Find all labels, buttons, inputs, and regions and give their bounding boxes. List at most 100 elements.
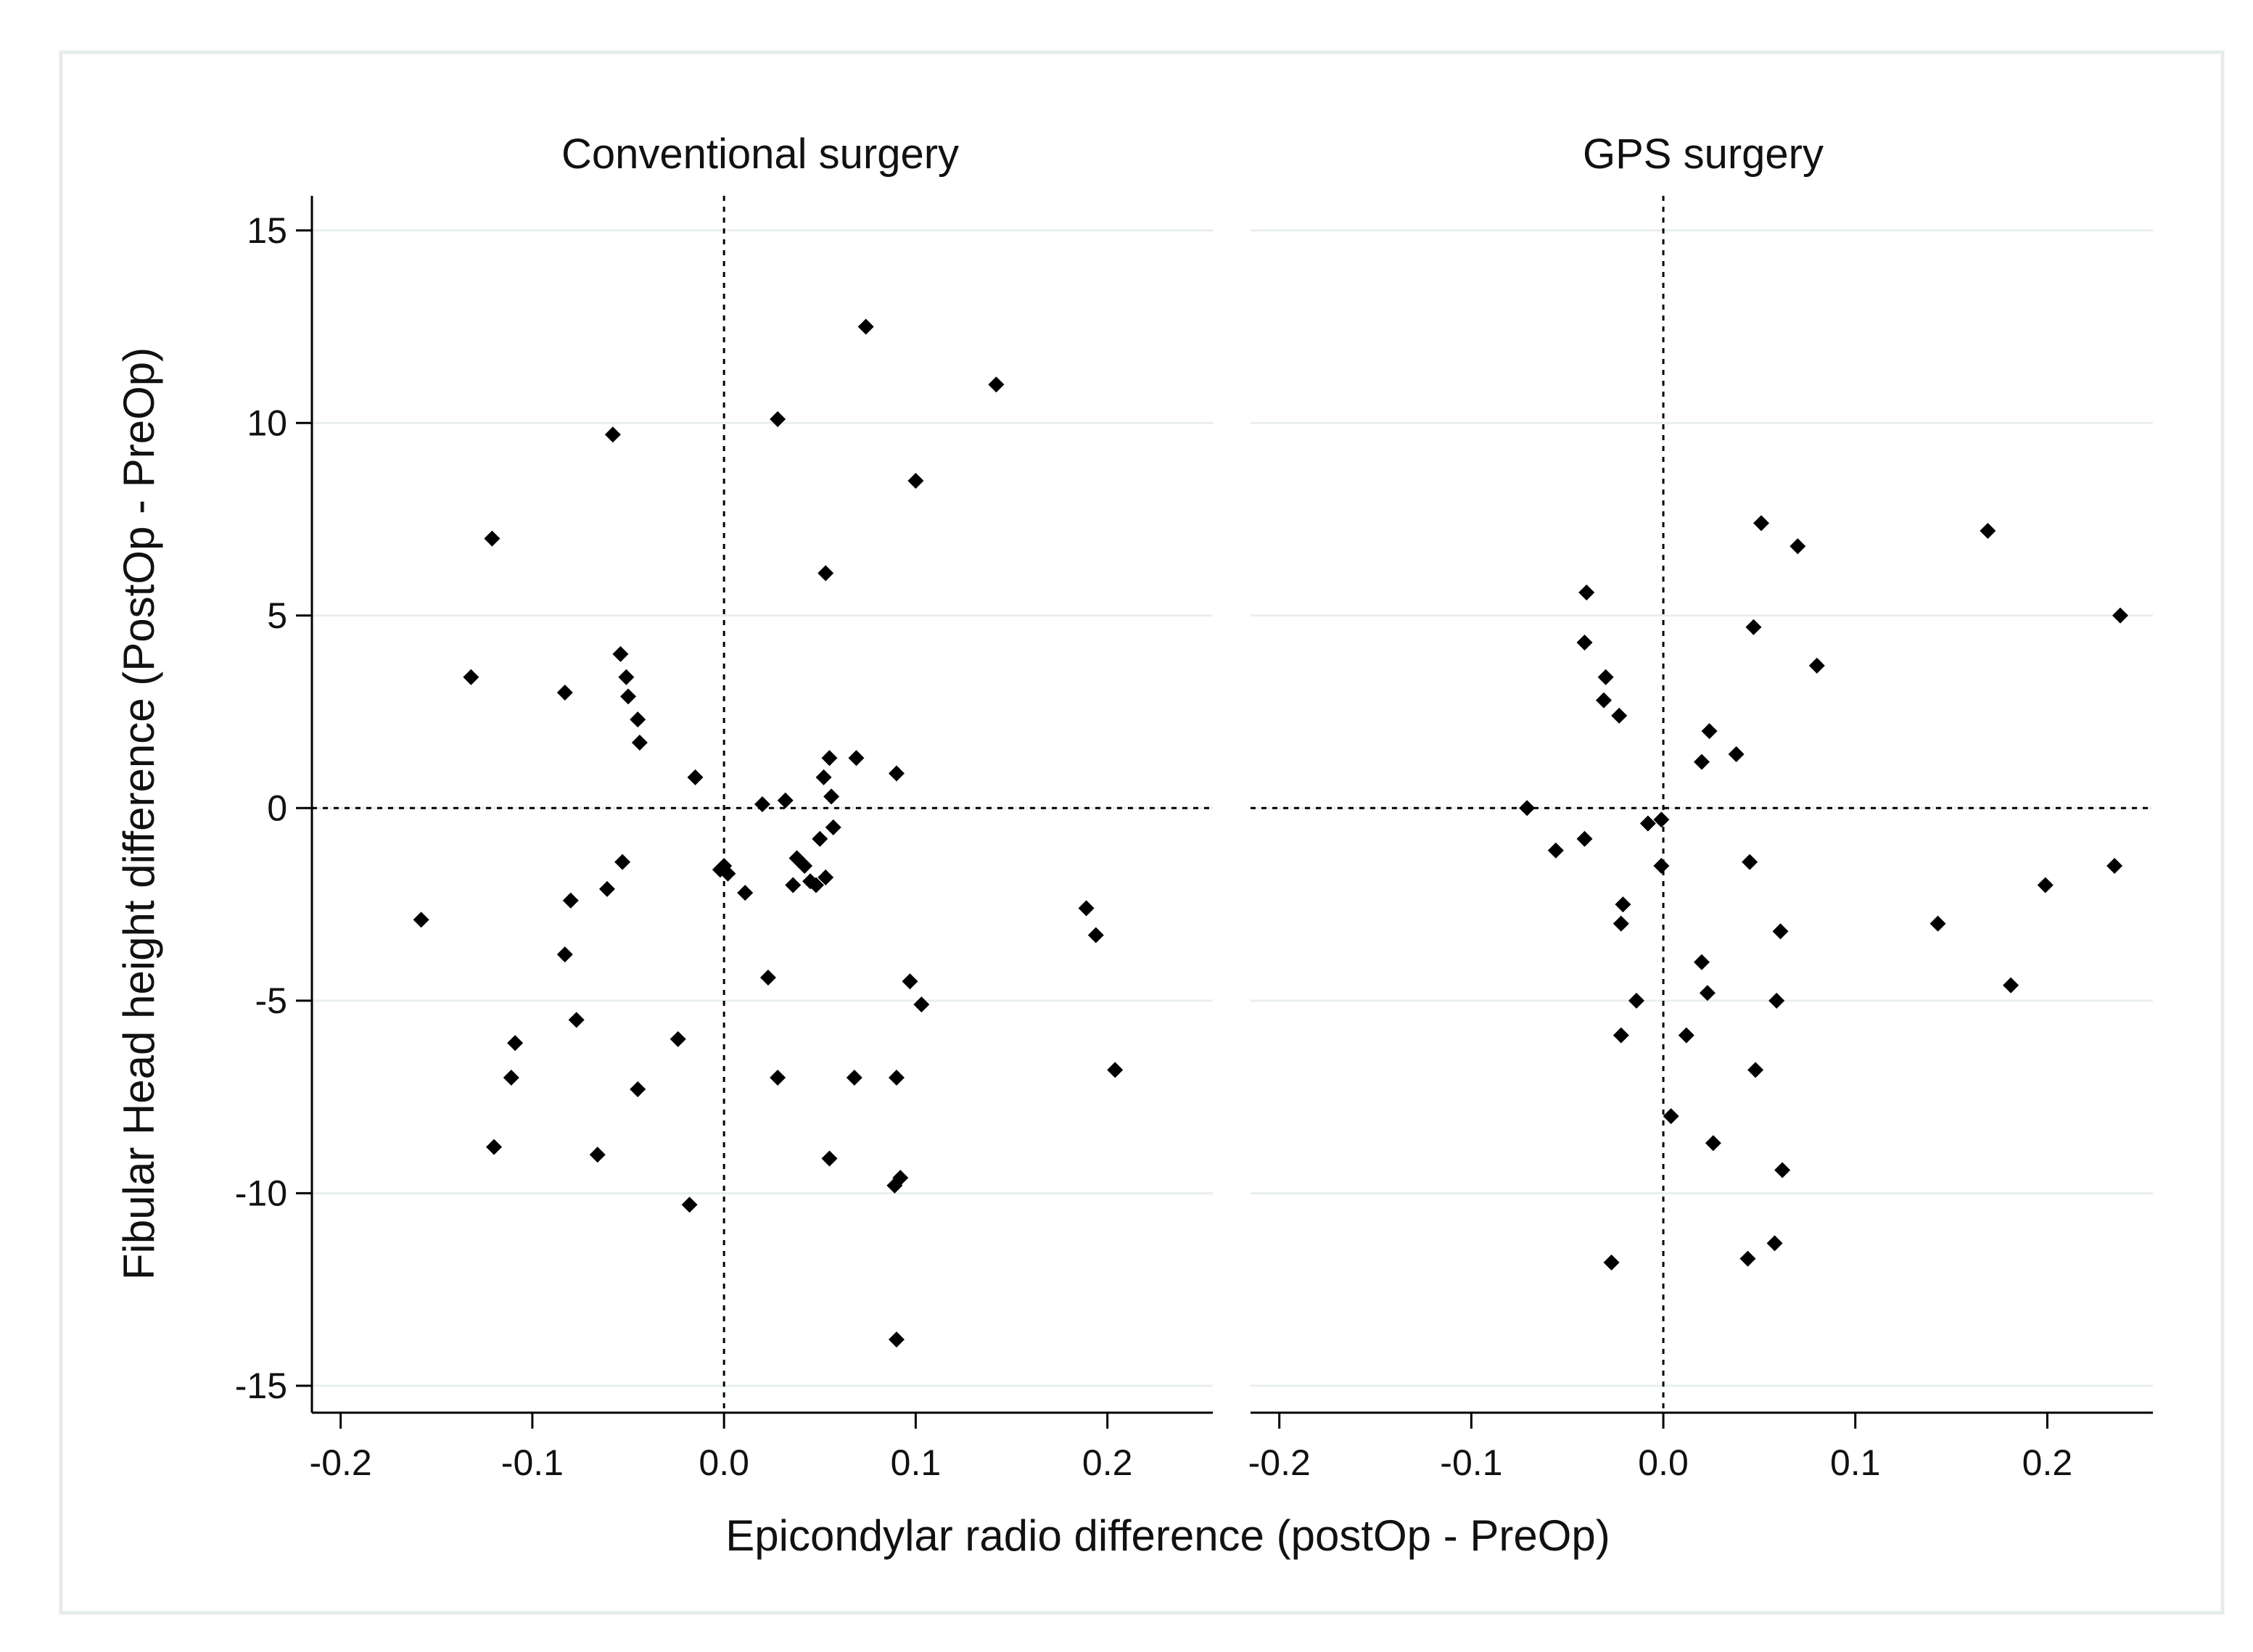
x-tick-label-gps: 0.1 [1830, 1442, 1881, 1483]
data-point-conventional [817, 869, 834, 885]
data-point-conventional [720, 865, 736, 882]
data-point-conventional [614, 854, 631, 870]
x-tick-label-conventional: -0.1 [501, 1442, 564, 1483]
data-point-conventional [568, 1012, 585, 1028]
data-point-gps [2112, 607, 2129, 624]
data-point-conventional [507, 1035, 524, 1052]
data-point-conventional [759, 969, 776, 986]
data-point-conventional [737, 885, 754, 901]
data-point-gps [1576, 830, 1593, 847]
y-tick-label: -10 [235, 1173, 287, 1213]
data-point-conventional [1107, 1062, 1124, 1078]
data-point-conventional [754, 796, 770, 812]
data-point-conventional [825, 819, 841, 835]
data-point-gps [1603, 1254, 1620, 1271]
data-point-conventional [777, 792, 794, 809]
figure-frame [59, 50, 2225, 1615]
data-point-gps [1728, 746, 1745, 762]
data-point-conventional [630, 711, 646, 728]
x-tick-label-gps: -0.1 [1440, 1442, 1502, 1483]
data-point-gps [1753, 515, 1770, 532]
x-tick-label-gps: 0.2 [2022, 1442, 2073, 1483]
data-point-conventional [785, 877, 802, 893]
data-point-gps [1612, 1027, 1629, 1044]
data-point-conventional [486, 1139, 503, 1155]
data-point-gps [1766, 1235, 1783, 1252]
data-point-conventional [631, 735, 648, 751]
data-point-gps [1639, 815, 1656, 832]
data-point-gps [1663, 1108, 1679, 1125]
data-point-gps [1742, 854, 1758, 870]
data-point-gps [1615, 896, 1631, 913]
data-point-conventional [556, 946, 573, 963]
data-point-conventional [503, 1070, 519, 1086]
data-point-conventional [902, 973, 918, 990]
data-point-conventional [913, 996, 930, 1013]
data-point-conventional [463, 669, 479, 685]
data-point-gps [1578, 584, 1595, 600]
data-point-conventional [846, 1070, 862, 1086]
y-axis-label: Fibular Head height difference (PostOp -… [115, 347, 163, 1280]
data-point-conventional [770, 410, 786, 427]
data-point-conventional [484, 530, 501, 547]
y-tick-label: 0 [267, 788, 287, 828]
data-point-gps [1653, 811, 1670, 828]
panel-title-conventional: Conventional surgery [561, 131, 959, 178]
data-point-gps [1808, 657, 1825, 674]
x-tick-label-gps: 0.0 [1638, 1442, 1689, 1483]
x-tick-label-conventional: -0.2 [310, 1442, 372, 1483]
data-point-conventional [888, 1331, 905, 1348]
data-point-conventional [562, 892, 579, 909]
data-point-conventional [670, 1031, 686, 1047]
data-point-conventional [821, 750, 838, 767]
data-point-gps [1789, 538, 1806, 555]
data-point-gps [1597, 669, 1614, 685]
y-tick-label: 10 [247, 402, 287, 443]
data-point-gps [1694, 954, 1710, 970]
data-point-gps [1699, 985, 1716, 1001]
data-point-gps [1745, 619, 1762, 635]
data-point-conventional [687, 769, 704, 785]
data-point-gps [1653, 857, 1670, 874]
data-point-gps [1772, 923, 1789, 940]
panel-title-gps: GPS surgery [1583, 131, 1824, 178]
data-point-conventional [857, 318, 874, 335]
data-point-gps [2037, 877, 2054, 893]
data-point-gps [1774, 1162, 1791, 1178]
data-point-conventional [413, 912, 429, 928]
data-point-conventional [907, 472, 924, 489]
x-tick-label-conventional: 0.0 [699, 1442, 749, 1483]
data-point-gps [1612, 915, 1629, 932]
data-point-conventional [988, 376, 1005, 393]
data-point-gps [1694, 753, 1710, 770]
data-point-conventional [796, 857, 813, 874]
data-point-conventional [681, 1197, 698, 1213]
data-point-conventional [1087, 927, 1104, 943]
data-point-conventional [821, 1150, 838, 1167]
data-point-conventional [604, 426, 621, 443]
data-point-gps [1768, 992, 1785, 1009]
x-tick-label-conventional: 0.1 [891, 1442, 942, 1483]
y-tick-label: -5 [255, 980, 287, 1021]
data-point-gps [1701, 723, 1718, 740]
data-point-conventional [612, 645, 629, 662]
y-tick-label: 5 [267, 595, 287, 636]
data-point-conventional [589, 1147, 606, 1163]
data-point-conventional [812, 830, 828, 847]
data-point-gps [1747, 1062, 1764, 1078]
data-point-conventional [815, 769, 832, 785]
data-point-conventional [630, 1081, 646, 1097]
data-point-gps [2003, 977, 2019, 994]
data-point-conventional [620, 688, 637, 705]
data-point-conventional [888, 1070, 905, 1086]
data-point-conventional [1078, 900, 1095, 917]
y-tick-label: 15 [247, 210, 287, 251]
data-point-gps [1576, 634, 1593, 651]
data-point-gps [1929, 915, 1946, 932]
data-point-conventional [823, 788, 840, 805]
panel-conventional: -0.2 -0.1 0.0 0.1 0.2 15 10 5 0 -5 -10 -15 [235, 196, 1213, 1483]
data-point-gps [2106, 857, 2123, 874]
data-point-conventional [888, 765, 905, 782]
